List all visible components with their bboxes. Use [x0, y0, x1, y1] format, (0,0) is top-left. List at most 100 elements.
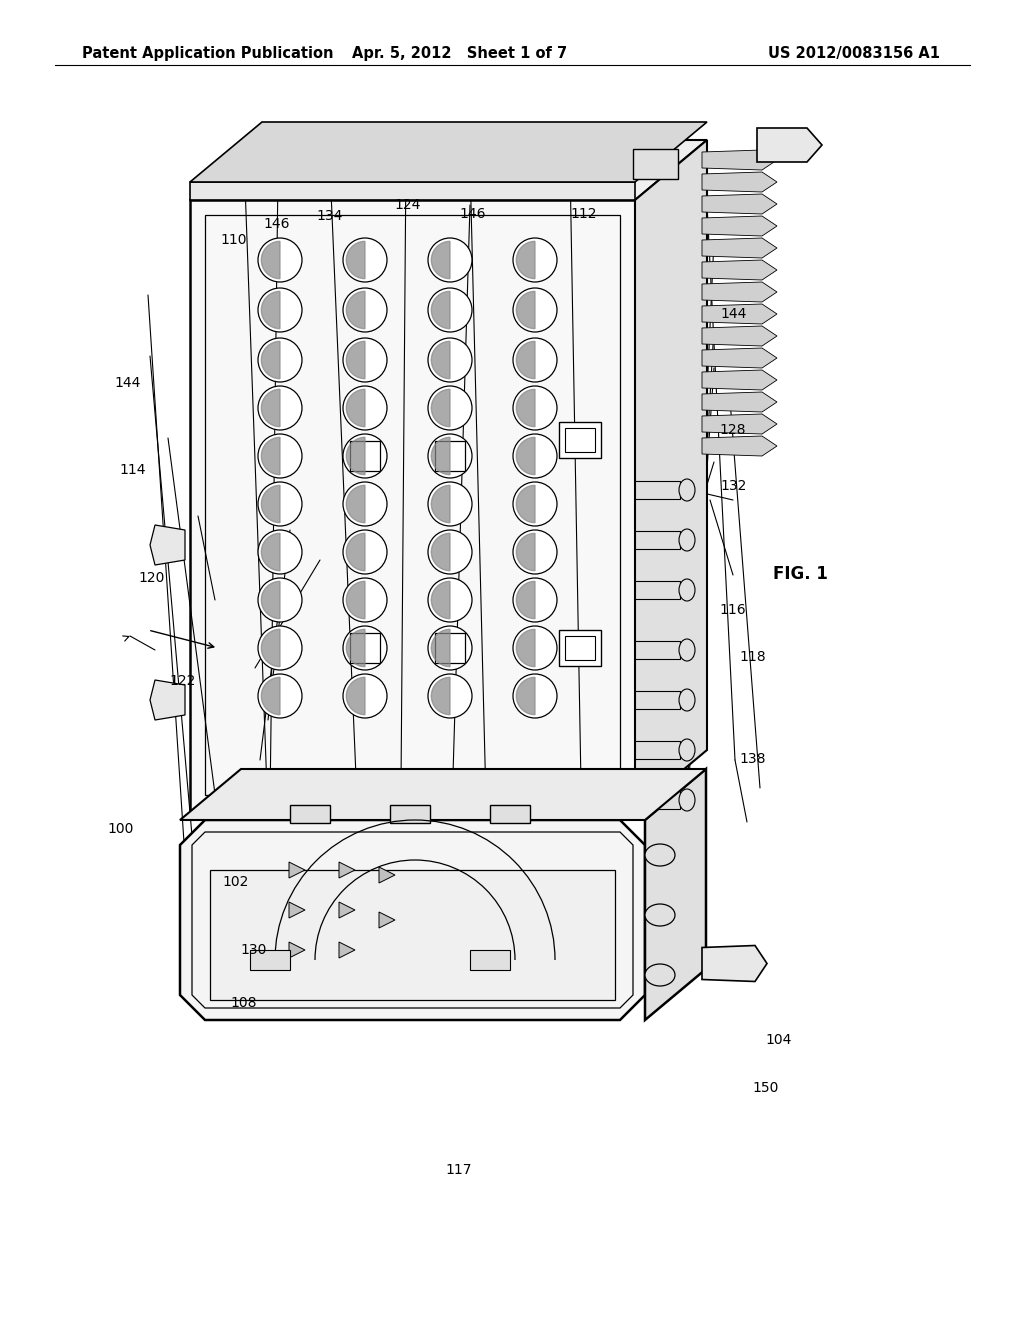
Ellipse shape [343, 434, 387, 478]
Polygon shape [702, 436, 777, 455]
Ellipse shape [258, 434, 302, 478]
Polygon shape [702, 282, 777, 302]
Polygon shape [635, 791, 680, 809]
Polygon shape [431, 630, 450, 667]
Polygon shape [190, 121, 707, 182]
Text: 108: 108 [230, 997, 257, 1010]
Bar [350, 441, 380, 471]
Ellipse shape [258, 385, 302, 430]
Polygon shape [516, 630, 535, 667]
Polygon shape [702, 392, 777, 412]
Bar [350, 634, 380, 663]
Polygon shape [757, 128, 822, 162]
Polygon shape [289, 862, 305, 878]
Text: 130: 130 [241, 944, 267, 957]
Ellipse shape [258, 288, 302, 333]
Polygon shape [261, 581, 280, 619]
Polygon shape [346, 581, 365, 619]
Bar [290, 805, 330, 822]
Polygon shape [346, 533, 365, 570]
Polygon shape [516, 242, 535, 279]
Polygon shape [635, 531, 680, 549]
Text: 112: 112 [570, 207, 597, 220]
Bar [390, 805, 430, 822]
Ellipse shape [343, 578, 387, 622]
Polygon shape [516, 533, 535, 570]
Polygon shape [516, 437, 535, 475]
Text: 144: 144 [115, 376, 141, 389]
Ellipse shape [258, 578, 302, 622]
Polygon shape [261, 533, 280, 570]
Polygon shape [702, 304, 777, 323]
Polygon shape [431, 242, 450, 279]
Text: Apr. 5, 2012   Sheet 1 of 7: Apr. 5, 2012 Sheet 1 of 7 [352, 46, 567, 61]
Ellipse shape [513, 626, 557, 671]
Text: 118: 118 [739, 651, 766, 664]
Polygon shape [431, 437, 450, 475]
Ellipse shape [343, 385, 387, 430]
Polygon shape [635, 642, 680, 659]
Text: 138: 138 [739, 752, 766, 766]
Text: 117: 117 [445, 1163, 472, 1176]
Polygon shape [289, 942, 305, 958]
Text: 132: 132 [720, 479, 746, 492]
Ellipse shape [258, 238, 302, 282]
Polygon shape [346, 630, 365, 667]
Bar [490, 805, 530, 822]
Ellipse shape [645, 843, 675, 866]
Ellipse shape [428, 482, 472, 525]
Ellipse shape [428, 531, 472, 574]
Ellipse shape [679, 789, 695, 810]
Polygon shape [702, 172, 777, 191]
Text: 146: 146 [263, 218, 290, 231]
Polygon shape [702, 194, 777, 214]
Polygon shape [633, 149, 678, 180]
Polygon shape [635, 741, 680, 759]
Polygon shape [339, 942, 355, 958]
Text: FIG. 1: FIG. 1 [773, 565, 828, 583]
Ellipse shape [679, 579, 695, 601]
Text: 150: 150 [753, 1081, 779, 1094]
Text: 128: 128 [720, 424, 746, 437]
Polygon shape [190, 182, 635, 201]
Text: 102: 102 [222, 875, 249, 888]
Ellipse shape [513, 434, 557, 478]
Ellipse shape [343, 675, 387, 718]
Polygon shape [346, 389, 365, 426]
Polygon shape [702, 370, 777, 389]
Bar [250, 950, 290, 970]
Polygon shape [346, 292, 365, 329]
Polygon shape [516, 486, 535, 523]
Polygon shape [379, 912, 395, 928]
Polygon shape [150, 680, 185, 719]
Text: Patent Application Publication: Patent Application Publication [82, 46, 334, 61]
Polygon shape [180, 770, 706, 820]
Polygon shape [516, 292, 535, 329]
Polygon shape [346, 486, 365, 523]
Polygon shape [339, 862, 355, 878]
Polygon shape [261, 242, 280, 279]
Ellipse shape [645, 904, 675, 927]
Text: 134: 134 [316, 210, 343, 223]
Text: 124: 124 [394, 198, 421, 211]
Polygon shape [346, 677, 365, 714]
Polygon shape [702, 414, 777, 434]
Polygon shape [702, 216, 777, 236]
Polygon shape [346, 342, 365, 379]
Polygon shape [261, 630, 280, 667]
Polygon shape [190, 201, 635, 810]
Polygon shape [635, 480, 680, 499]
Text: 110: 110 [220, 234, 247, 247]
Ellipse shape [513, 578, 557, 622]
Text: 100: 100 [108, 822, 134, 836]
Polygon shape [431, 292, 450, 329]
Polygon shape [431, 486, 450, 523]
Ellipse shape [343, 626, 387, 671]
Polygon shape [702, 238, 777, 257]
Polygon shape [702, 260, 777, 280]
Text: 116: 116 [720, 603, 746, 616]
Polygon shape [150, 525, 185, 565]
Polygon shape [261, 292, 280, 329]
Polygon shape [431, 533, 450, 570]
Polygon shape [261, 389, 280, 426]
